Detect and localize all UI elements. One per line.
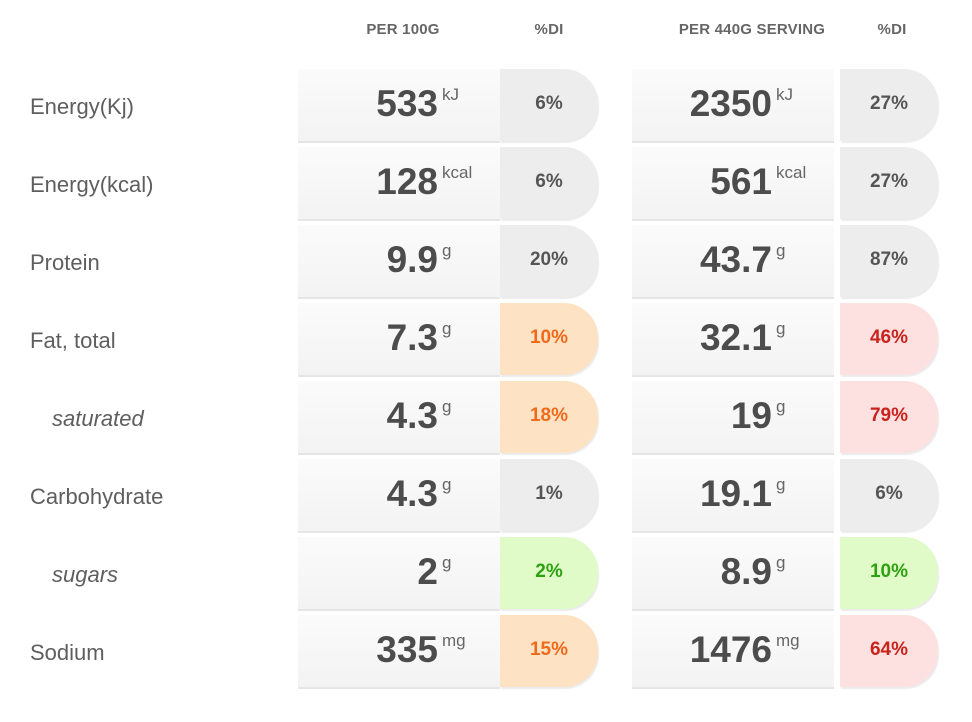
nutrient-label: Energy(Kj): [30, 94, 134, 119]
per-100g-di-badge: 1%: [500, 459, 598, 531]
per-serving-di-badge: 79%: [840, 381, 938, 453]
per-serving-value: 19.1: [699, 473, 772, 514]
per-serving-unit: g: [776, 553, 786, 572]
per-100g-unit: g: [442, 319, 452, 338]
per-serving-unit: mg: [776, 631, 800, 650]
nutrient-label: sugars: [52, 562, 119, 587]
per-100g-di-badge: 15%: [500, 615, 598, 687]
per-100g-unit: g: [442, 241, 452, 260]
per-100g-value: 128: [376, 161, 438, 202]
table-row: saturated 4.3 g 18% 19 g 79%: [0, 381, 972, 453]
per-100g-cell: 4.3 g: [298, 381, 500, 453]
per-serving-cell: 43.7 g: [632, 225, 834, 297]
table-row: sugars 2 g 2% 8.9 g 10%: [0, 537, 972, 609]
per-serving-unit: kJ: [776, 85, 793, 104]
per-100g-unit: kcal: [442, 163, 473, 182]
per-serving-di-badge: 64%: [840, 615, 938, 687]
per-serving-value: 19: [730, 395, 772, 436]
per-100g-cell: 9.9 g: [298, 225, 500, 297]
per-serving-di-badge: 87%: [840, 225, 938, 297]
per-100g-di-badge: 20%: [500, 225, 598, 297]
per-100g-value: 533: [376, 83, 438, 124]
per-serving-unit: g: [776, 397, 786, 416]
per-100g-cell: 533 kJ: [298, 69, 500, 141]
per-100g-cell: 7.3 g: [298, 303, 500, 375]
table-row: Sodium 335 mg 15% 1476 mg 64%: [0, 615, 972, 687]
header-per-100g: PER 100G: [366, 21, 440, 38]
header-di-per-serving: %DI: [877, 21, 907, 38]
per-serving-cell: 1476 mg: [632, 615, 834, 687]
per-serving-unit: g: [776, 475, 786, 494]
per-100g-value: 7.3: [386, 317, 438, 358]
per-serving-unit: kcal: [776, 163, 807, 182]
per-serving-value: 43.7: [699, 239, 772, 280]
per-serving-di-badge: 46%: [840, 303, 938, 375]
per-100g-di-badge: 6%: [500, 147, 598, 219]
per-100g-unit: g: [442, 397, 452, 416]
per-serving-di-badge: 27%: [840, 69, 938, 141]
per-100g-cell: 4.3 g: [298, 459, 500, 531]
per-serving-di-badge: 27%: [840, 147, 938, 219]
per-100g-di-badge: 10%: [500, 303, 598, 375]
per-serving-unit: g: [776, 241, 786, 260]
per-serving-cell: 2350 kJ: [632, 69, 834, 141]
per-serving-value: 8.9: [720, 551, 772, 592]
header-di-per-100g: %DI: [534, 21, 564, 38]
per-100g-value: 4.3: [386, 395, 438, 436]
table-row: Energy(kcal) 128 kcal 6% 561 kcal 27%: [0, 147, 972, 219]
per-serving-cell: 19 g: [632, 381, 834, 453]
per-serving-di-badge: 10%: [840, 537, 938, 609]
per-serving-value: 561: [710, 161, 772, 202]
per-100g-unit: kJ: [442, 85, 459, 104]
per-100g-unit: g: [442, 475, 452, 494]
per-100g-value: 9.9: [386, 239, 438, 280]
per-serving-cell: 19.1 g: [632, 459, 834, 531]
per-100g-unit: mg: [442, 631, 466, 650]
nutrient-label: Energy(kcal): [30, 172, 154, 197]
table-row: Energy(Kj) 533 kJ 6% 2350 kJ 27%: [0, 69, 972, 141]
per-serving-cell: 561 kcal: [632, 147, 834, 219]
per-100g-value: 2: [417, 551, 438, 592]
per-serving-unit: g: [776, 319, 786, 338]
per-serving-value: 1476: [689, 629, 772, 670]
per-100g-value: 4.3: [386, 473, 438, 514]
per-serving-cell: 8.9 g: [632, 537, 834, 609]
per-100g-value: 335: [376, 629, 438, 670]
per-100g-cell: 128 kcal: [298, 147, 500, 219]
nutrient-label: Carbohydrate: [30, 484, 164, 509]
per-100g-di-badge: 18%: [500, 381, 598, 453]
per-100g-di-badge: 6%: [500, 69, 598, 141]
per-100g-unit: g: [442, 553, 452, 572]
table-row: Fat, total 7.3 g 10% 32.1 g 46%: [0, 303, 972, 375]
table-row: Protein 9.9 g 20% 43.7 g 87%: [0, 225, 972, 297]
per-serving-di-badge: 6%: [840, 459, 938, 531]
per-100g-cell: 335 mg: [298, 615, 500, 687]
nutrient-label: Protein: [30, 250, 100, 275]
nutrient-label: Sodium: [30, 640, 105, 665]
per-100g-di-badge: 2%: [500, 537, 598, 609]
table-row: Carbohydrate 4.3 g 1% 19.1 g 6%: [0, 459, 972, 531]
nutrient-label: saturated: [52, 406, 144, 431]
per-serving-value: 2350: [689, 83, 772, 124]
per-serving-value: 32.1: [699, 317, 772, 358]
per-serving-cell: 32.1 g: [632, 303, 834, 375]
header-per-serving: PER 440G SERVING: [678, 21, 826, 38]
nutrient-label: Fat, total: [30, 328, 116, 353]
